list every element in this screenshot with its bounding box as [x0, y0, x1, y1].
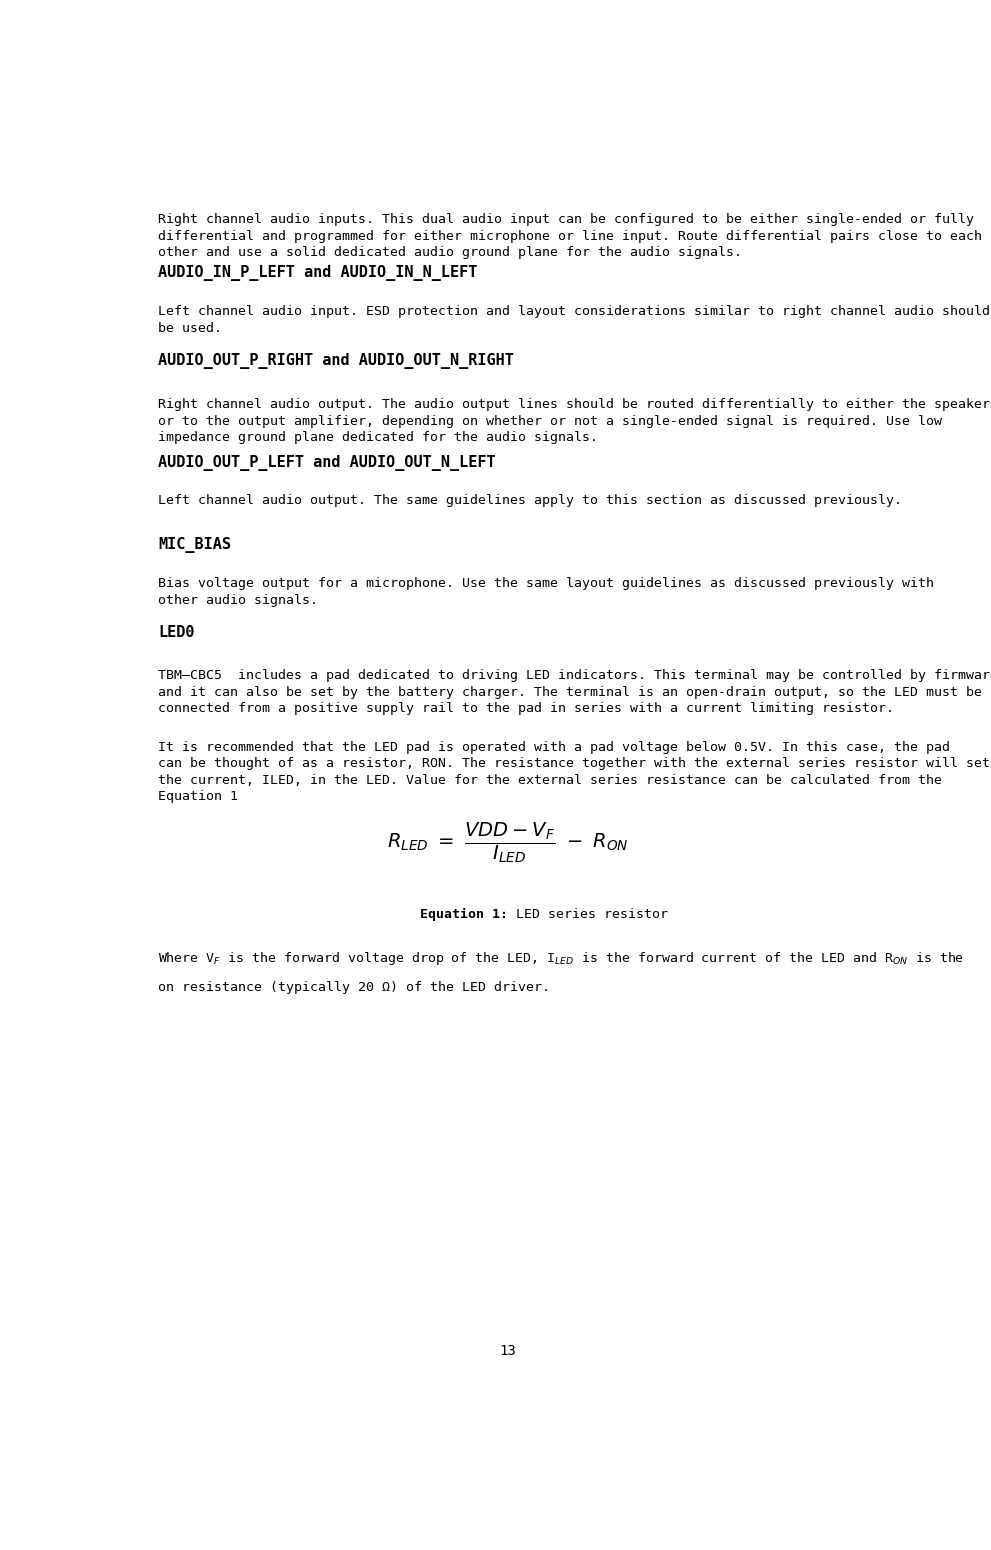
- Text: AUDIO_OUT_P_RIGHT and AUDIO_OUT_N_RIGHT: AUDIO_OUT_P_RIGHT and AUDIO_OUT_N_RIGHT: [159, 353, 514, 369]
- Text: Equation 1:: Equation 1:: [420, 908, 507, 921]
- Text: It is recommended that the LED pad is operated with a pad voltage below 0.5V. In: It is recommended that the LED pad is op…: [159, 741, 990, 803]
- Text: TBM–CBC5  includes a pad dedicated to driving LED indicators. This terminal may : TBM–CBC5 includes a pad dedicated to dri…: [159, 670, 991, 716]
- Text: AUDIO_OUT_P_LEFT and AUDIO_OUT_N_LEFT: AUDIO_OUT_P_LEFT and AUDIO_OUT_N_LEFT: [159, 454, 496, 471]
- Text: LED series resistor: LED series resistor: [507, 908, 668, 921]
- Text: Where V$_F$ is the forward voltage drop of the LED, I$_{LED}$ is the forward cur: Where V$_F$ is the forward voltage drop …: [159, 950, 964, 967]
- Text: Left channel audio input. ESD protection and layout considerations similar to ri: Left channel audio input. ESD protection…: [159, 305, 990, 335]
- Text: Left channel audio output. The same guidelines apply to this section as discusse: Left channel audio output. The same guid…: [159, 494, 903, 507]
- Text: Bias voltage output for a microphone. Use the same layout guidelines as discusse: Bias voltage output for a microphone. Us…: [159, 578, 935, 608]
- Text: LED0: LED0: [159, 625, 195, 640]
- Text: MIC_BIAS: MIC_BIAS: [159, 536, 232, 553]
- Text: Right channel audio inputs. This dual audio input can be configured to be either: Right channel audio inputs. This dual au…: [159, 214, 982, 259]
- Text: on resistance (typically 20 Ω) of the LED driver.: on resistance (typically 20 Ω) of the LE…: [159, 981, 550, 994]
- Text: AUDIO_IN_P_LEFT and AUDIO_IN_N_LEFT: AUDIO_IN_P_LEFT and AUDIO_IN_N_LEFT: [159, 265, 478, 281]
- Text: $R_{LED}\ =\ \dfrac{VDD-V_F}{I_{LED}}\ -\ R_{ON}$: $R_{LED}\ =\ \dfrac{VDD-V_F}{I_{LED}}\ -…: [387, 820, 628, 865]
- Text: 13: 13: [499, 1344, 516, 1358]
- Text: Right channel audio output. The audio output lines should be routed differential: Right channel audio output. The audio ou…: [159, 398, 991, 445]
